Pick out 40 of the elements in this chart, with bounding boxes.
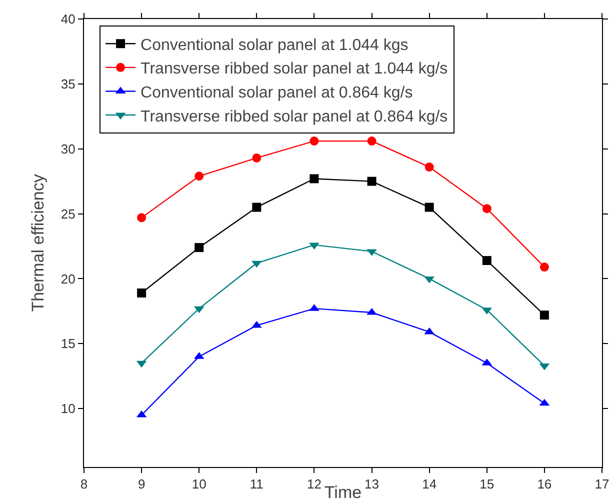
x-tick-label: 16 [537, 476, 552, 492]
y-tick-label: 20 [60, 271, 76, 286]
point [137, 213, 146, 222]
point [194, 243, 204, 252]
point [540, 310, 549, 320]
x-tick-label: 14 [422, 476, 437, 492]
point [252, 202, 262, 212]
point [367, 136, 376, 146]
x-tick-label: 8 [80, 476, 88, 492]
point [540, 262, 549, 272]
x-tick-label: 17 [594, 476, 610, 492]
x-tick-label: 12 [306, 476, 322, 492]
x-tick-label: 15 [480, 476, 494, 492]
y-tick-label: 25 [60, 206, 76, 222]
point [424, 162, 434, 172]
y-axis-title: Thermal efficiency [28, 174, 48, 312]
point [137, 288, 146, 298]
y-tick-label: 40 [60, 12, 76, 27]
legend-label: Transverse ribbed solar panel at 1.044 kg/s [140, 60, 448, 78]
y-tick-label: 10 [60, 401, 76, 416]
legend-label: Conventional solar panel at 0.864 kg/s [140, 84, 413, 102]
legend-label: Transverse ribbed solar panel at 0.864 kg/s [140, 108, 448, 126]
point [366, 308, 377, 315]
y-tick-label: 35 [60, 76, 76, 92]
x-tick-label: 13 [364, 476, 380, 492]
point [194, 172, 204, 181]
point [367, 176, 376, 186]
y-tick-label: 30 [60, 141, 76, 156]
point [310, 136, 319, 146]
x-tick-label: 11 [250, 476, 264, 492]
point [310, 174, 319, 184]
point [424, 202, 434, 212]
y-tick-label: 15 [60, 336, 76, 352]
point [252, 153, 262, 162]
x-tick-label: 9 [138, 476, 146, 492]
x-axis-title: Time [324, 483, 362, 502]
legend-label: Conventional solar panel at 1.044 kgs [140, 36, 408, 54]
point [482, 204, 492, 214]
x-tick-label: 10 [192, 476, 206, 492]
point [482, 256, 492, 266]
